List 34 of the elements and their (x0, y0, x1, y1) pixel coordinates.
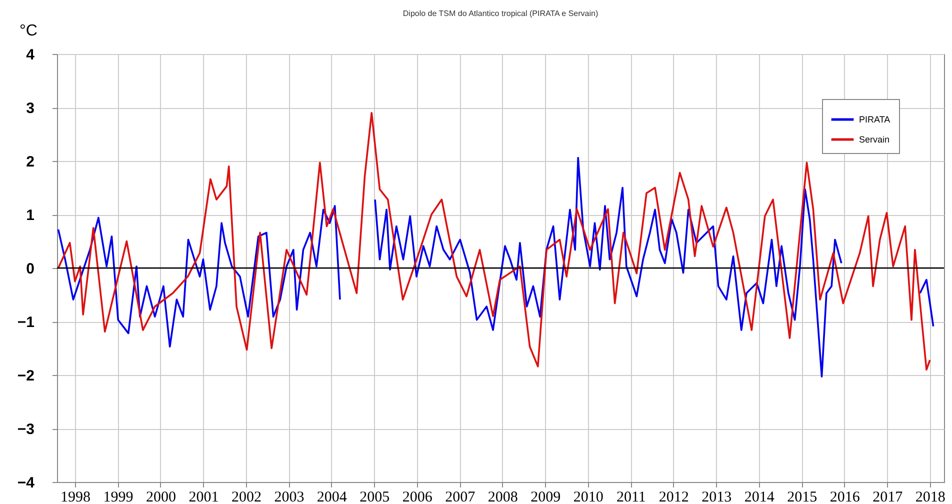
chart-title: Dipolo de TSM do Atlantico tropical (PIRATA e Servain) (402, 9, 598, 18)
x-tick-label: 2003 (274, 490, 304, 504)
y-tick-label: 2 (26, 154, 34, 170)
y-tick-label: 1 (26, 207, 34, 224)
y-tick-label: −3 (17, 421, 34, 438)
x-tick-label: 1999 (103, 490, 134, 504)
x-tick-label: 2001 (188, 490, 219, 504)
x-tick-label: 1998 (60, 490, 90, 504)
y-tick-label: 4 (26, 46, 36, 64)
x-tick-label: 2013 (702, 490, 732, 504)
x-tick-label: 2017 (872, 490, 904, 504)
y-tick-label: 3 (26, 100, 34, 117)
x-tick-label: 2004 (316, 490, 348, 504)
legend-label: PIRATA (859, 114, 890, 124)
x-tick-label: 2006 (402, 490, 433, 504)
y-tick-label: −1 (17, 314, 34, 331)
legend-label: Servain (859, 134, 890, 144)
x-tick-label: 2005 (360, 490, 390, 504)
x-tick-label: 2016 (830, 490, 860, 504)
x-tick-label: 2009 (530, 490, 561, 504)
y-tick-label: 0 (26, 260, 34, 278)
y-tick-label: −4 (17, 474, 36, 492)
y-axis-title: °C (20, 22, 38, 40)
y-tick-label: −2 (17, 368, 34, 384)
x-tick-label: 2007 (445, 490, 476, 504)
x-tick-label: 2012 (658, 490, 689, 504)
x-tick-label: 2011 (616, 490, 646, 504)
x-tick-label: 2008 (488, 490, 518, 504)
x-tick-label: 2000 (146, 490, 176, 504)
x-tick-label: 2014 (744, 490, 775, 504)
x-tick-label: 2002 (231, 490, 262, 504)
x-tick-label: 2010 (573, 490, 604, 504)
x-tick-label: 2015 (787, 490, 818, 504)
x-tick-label: 2018 (915, 490, 946, 504)
